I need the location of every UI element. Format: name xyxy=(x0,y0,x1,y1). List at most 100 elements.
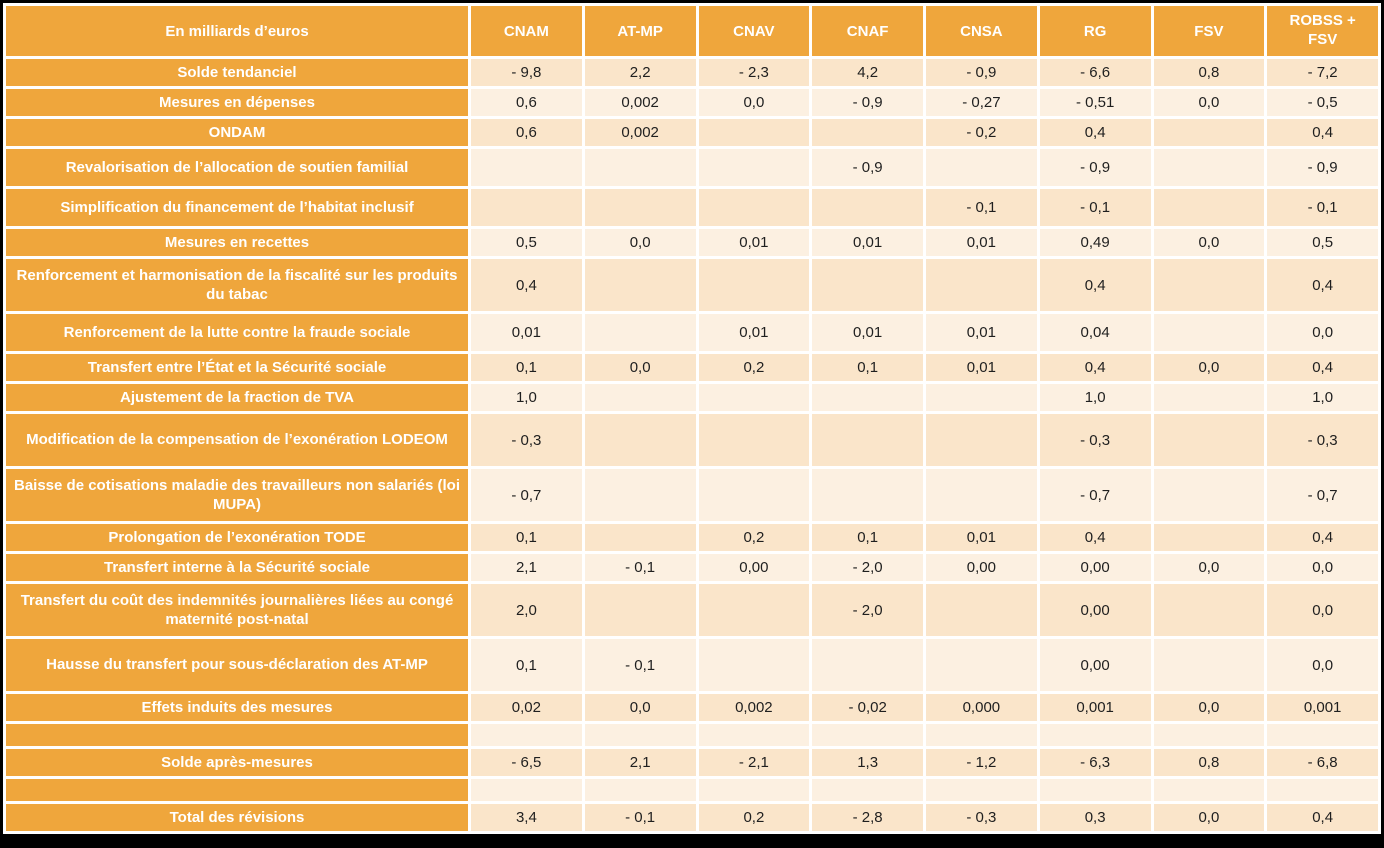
value-cell: 0,2 xyxy=(698,804,810,831)
value-cell: 0,01 xyxy=(812,229,923,256)
value-cell: - 0,1 xyxy=(1267,189,1378,226)
value-cell: - 0,9 xyxy=(812,149,923,186)
value-cell: - 0,7 xyxy=(1267,469,1378,521)
value-cell xyxy=(812,414,923,466)
value-cell xyxy=(1153,189,1265,226)
value-cell: - 6,8 xyxy=(1267,749,1378,776)
value-cell xyxy=(1153,724,1265,746)
table-row: Transfert entre l’État et la Sécurité so… xyxy=(6,354,1378,381)
value-cell: 2,1 xyxy=(471,554,582,581)
row-label: Transfert entre l’État et la Sécurité so… xyxy=(6,354,468,381)
row-label: Ajustement de la fraction de TVA xyxy=(6,384,468,411)
value-cell: - 0,27 xyxy=(926,89,1037,116)
value-cell: - 0,3 xyxy=(1267,414,1378,466)
value-cell: 0,0 xyxy=(1267,639,1378,691)
value-cell xyxy=(1153,259,1265,311)
table-row: Hausse du transfert pour sous-déclaratio… xyxy=(6,639,1378,691)
value-cell xyxy=(471,149,582,186)
value-cell xyxy=(584,149,696,186)
value-cell xyxy=(698,119,810,146)
value-cell xyxy=(812,779,923,801)
value-cell: 0,01 xyxy=(926,229,1037,256)
table-row: Solde après-mesures - 6,5 2,1- 2,1 1,3- 1,2… xyxy=(6,749,1378,776)
value-cell: - 0,9 xyxy=(1267,149,1378,186)
revisions-table: En milliards d’euros CNAM AT-MP CNAV CNA… xyxy=(3,3,1381,834)
value-cell xyxy=(1039,724,1151,746)
header-col-cnsa: CNSA xyxy=(926,6,1037,56)
value-cell xyxy=(698,384,810,411)
value-cell xyxy=(698,149,810,186)
value-cell: 0,0 xyxy=(584,694,696,721)
table-body: Solde tendanciel - 9,8 2,2- 2,3 4,2- 0,9- 6… xyxy=(6,59,1378,831)
value-cell: 0,01 xyxy=(926,354,1037,381)
value-cell: 0,4 xyxy=(1267,119,1378,146)
value-cell xyxy=(1267,724,1378,746)
value-cell: - 0,1 xyxy=(584,804,696,831)
value-cell: - 0,51 xyxy=(1039,89,1151,116)
value-cell: 0,4 xyxy=(1039,119,1151,146)
value-cell: 0,02 xyxy=(471,694,582,721)
row-label: Revalorisation de l’allocation de soutie… xyxy=(6,149,468,186)
value-cell: - 0,1 xyxy=(926,189,1037,226)
table-row: Mesures en recettes 0,5 0,0 0,01 0,01 0,01 0,4… xyxy=(6,229,1378,256)
value-cell: 0,2 xyxy=(698,354,810,381)
header-col-rg: RG xyxy=(1039,6,1151,56)
value-cell: 0,00 xyxy=(1039,584,1151,636)
header-col-robss-fsv: ROBSS + FSV xyxy=(1267,6,1378,56)
value-cell: 0,0 xyxy=(1267,314,1378,351)
value-cell: - 0,5 xyxy=(1267,89,1378,116)
value-cell: 4,2 xyxy=(812,59,923,86)
value-cell: 0,0 xyxy=(584,229,696,256)
value-cell: 0,0 xyxy=(1153,804,1265,831)
header-col-cnam: CNAM xyxy=(471,6,582,56)
row-label: Mesures en dépenses xyxy=(6,89,468,116)
value-cell: - 2,3 xyxy=(698,59,810,86)
table-row: Transfert du coût des indemnités journal… xyxy=(6,584,1378,636)
value-cell: 0,4 xyxy=(1267,259,1378,311)
value-cell xyxy=(584,524,696,551)
value-cell: - 0,9 xyxy=(926,59,1037,86)
value-cell: - 2,0 xyxy=(812,584,923,636)
row-label: Hausse du transfert pour sous-déclaratio… xyxy=(6,639,468,691)
value-cell: 0,4 xyxy=(1039,524,1151,551)
value-cell: 0,2 xyxy=(698,524,810,551)
value-cell: 2,0 xyxy=(471,584,582,636)
value-cell xyxy=(926,724,1037,746)
value-cell: 0,8 xyxy=(1153,59,1265,86)
value-cell: - 0,1 xyxy=(584,639,696,691)
row-label: Total des révisions xyxy=(6,804,468,831)
value-cell: - 6,3 xyxy=(1039,749,1151,776)
value-cell: - 0,3 xyxy=(926,804,1037,831)
value-cell: 0,01 xyxy=(926,524,1037,551)
value-cell: 0,01 xyxy=(926,314,1037,351)
value-cell: 0,01 xyxy=(698,229,810,256)
value-cell xyxy=(812,119,923,146)
table-row: ONDAM 0,6 0,002- 0,2 0,4 0,4 xyxy=(6,119,1378,146)
row-label: Solde tendanciel xyxy=(6,59,468,86)
value-cell: - 0,3 xyxy=(471,414,582,466)
value-cell: - 0,02 xyxy=(812,694,923,721)
table-header: En milliards d’euros CNAM AT-MP CNAV CNA… xyxy=(6,6,1378,56)
value-cell xyxy=(926,639,1037,691)
table-row: Renforcement de la lutte contre la fraud… xyxy=(6,314,1378,351)
value-cell: - 0,9 xyxy=(1039,149,1151,186)
spacer-row xyxy=(6,779,1378,801)
value-cell xyxy=(584,384,696,411)
table-row: Revalorisation de l’allocation de soutie… xyxy=(6,149,1378,186)
value-cell xyxy=(926,259,1037,311)
value-cell xyxy=(584,314,696,351)
header-unit-label: En milliards d’euros xyxy=(6,6,468,56)
value-cell xyxy=(1153,384,1265,411)
value-cell xyxy=(698,779,810,801)
value-cell: 0,00 xyxy=(1039,554,1151,581)
value-cell: 0,5 xyxy=(471,229,582,256)
value-cell: 0,0 xyxy=(1153,554,1265,581)
value-cell xyxy=(1153,314,1265,351)
value-cell: - 0,1 xyxy=(584,554,696,581)
value-cell: 0,01 xyxy=(698,314,810,351)
value-cell: 0,1 xyxy=(471,354,582,381)
value-cell xyxy=(698,189,810,226)
header-col-cnav: CNAV xyxy=(698,6,810,56)
value-cell: 0,1 xyxy=(812,354,923,381)
header-col-cnaf: CNAF xyxy=(812,6,923,56)
